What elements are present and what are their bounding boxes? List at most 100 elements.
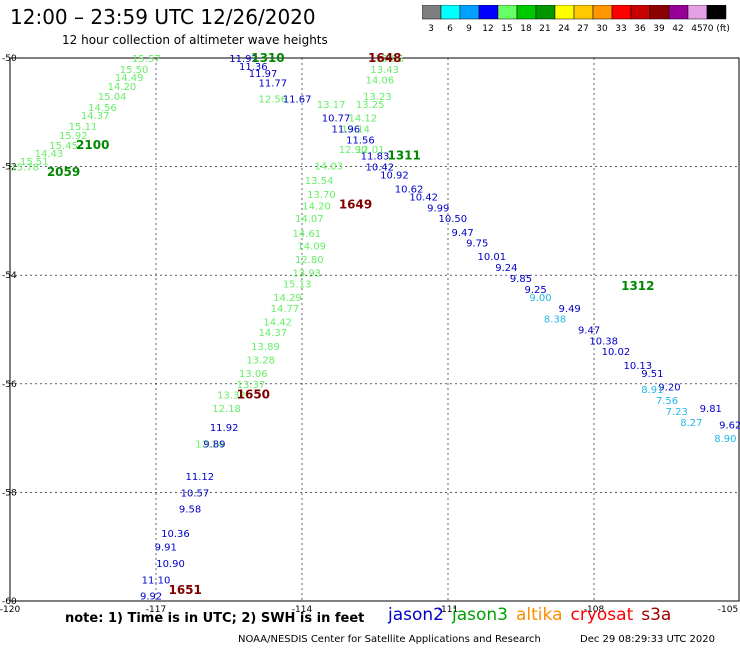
swh-value: 9.85	[510, 274, 532, 285]
swh-value: 9.00	[529, 293, 551, 304]
swh-value: 14.07	[295, 214, 324, 225]
swh-value: 15.78	[10, 163, 39, 174]
swh-value: 13.43	[370, 65, 399, 76]
latitude-label: -60	[2, 597, 17, 607]
swh-value: 9.62	[719, 421, 740, 432]
pass-time-label: 2100	[76, 138, 109, 152]
legend-s3a: s3a	[641, 605, 672, 625]
swh-value: 12.01	[356, 145, 385, 156]
swh-value: 11.77	[258, 78, 287, 89]
green-track-northwest: 15.7815.5114.4315.4515.9215.1114.3714.56…	[10, 54, 160, 174]
swh-value: 15.45	[49, 141, 78, 152]
swh-value: 13.37	[237, 380, 266, 391]
swh-value: 11.92	[210, 423, 239, 434]
latitude-label: -58	[2, 488, 17, 498]
swh-value: 10.90	[156, 559, 185, 570]
swh-value: 9.75	[466, 239, 488, 250]
footer-timestamp: Dec 29 08:29:33 UTC 2020	[580, 634, 715, 645]
swh-value: 10.57	[181, 488, 210, 499]
longitude-label: -117	[146, 605, 166, 615]
swh-value: 13.28	[246, 355, 275, 366]
swh-value: 13.25	[356, 100, 385, 111]
swh-value: 14.37	[81, 111, 110, 122]
longitude-label: -105	[718, 605, 738, 615]
latitude-label: -54	[2, 271, 17, 281]
color-scale-tick: 45	[691, 24, 702, 34]
legend-cryosat: cryosat	[570, 605, 634, 625]
color-scale-tick: 3	[428, 24, 434, 34]
swh-value: 11.97	[249, 69, 278, 80]
swh-value: 10.42	[409, 192, 438, 203]
longitude-label: -114	[292, 605, 313, 615]
legend-jason3: jason3	[452, 605, 508, 625]
pass-time-label: 1651	[168, 583, 201, 597]
swh-value: 14.56	[88, 103, 117, 114]
legend-altika: altika	[516, 605, 563, 625]
color-scale-tick: 18	[520, 24, 532, 34]
swh-value: 9.49	[559, 304, 581, 315]
swh-value: 8.27	[680, 418, 702, 429]
swh-value: 13.89	[251, 342, 280, 353]
color-scale-legend: 3 6 9 12 15 18 21 24 27 30 33 36 39 42 45 70 (ft)	[422, 5, 730, 34]
swh-value: 15.50	[120, 65, 149, 76]
swh-value: 9.58	[179, 505, 201, 516]
swh-value: 11.92	[229, 54, 258, 65]
swh-value: 7.56	[656, 396, 678, 407]
swh-value: 9.91	[155, 543, 177, 554]
color-scale-tick: 6	[447, 24, 453, 34]
footer-credit: NOAA/NESDIS Center for Satellite Applica…	[238, 634, 541, 645]
swh-value: 13.32	[217, 391, 246, 402]
swh-value: 13.93	[293, 268, 322, 279]
longitude-label: -108	[584, 605, 605, 615]
swh-value: 10.36	[161, 529, 190, 540]
color-scale-tick: 15	[501, 24, 512, 34]
swh-value: 11.67	[283, 95, 312, 106]
swh-value: 12.96	[375, 54, 404, 65]
swh-value: 9.25	[524, 285, 546, 296]
swh-value: 10.02	[602, 347, 631, 358]
swh-value: 12.80	[295, 255, 324, 266]
swh-value: 14.42	[263, 317, 292, 328]
satellite-legend: jason2 jason3 altika cryosat s3a	[388, 605, 679, 625]
swh-value: 15.51	[20, 157, 49, 168]
color-scale-tick: 12	[482, 24, 493, 34]
swh-value: 14.61	[293, 229, 322, 240]
pass-time-label: 1312	[621, 279, 654, 293]
swh-value: 11.83	[361, 152, 390, 163]
swh-value: 10.50	[439, 214, 468, 225]
swh-value: 10.13	[623, 361, 652, 372]
map-frame	[9, 57, 740, 602]
swh-value: 10.62	[395, 184, 424, 195]
swh-value: 11.96	[331, 125, 360, 136]
swh-value: 12.90	[339, 145, 368, 156]
blue-track-southwest: 11.92 9.89 11.12 10.57 9.58 10.36 9.91 10.90 11.…	[140, 423, 238, 602]
swh-value: 11.12	[185, 472, 214, 483]
swh-value: 13.17	[317, 100, 346, 111]
color-scale-tick: 21	[539, 24, 550, 34]
swh-value: 14.20	[302, 202, 331, 213]
swh-value: 15.13	[283, 279, 312, 290]
swh-value: 8.38	[544, 315, 566, 326]
swh-value: 9.92	[140, 592, 162, 603]
swh-value: 9.81	[700, 404, 722, 415]
pass-time-label: 1649	[339, 198, 372, 212]
color-scale-tick: 42	[672, 24, 683, 34]
pass-time-label: 1311	[387, 149, 420, 163]
color-scale-tick: 70 (ft)	[702, 24, 730, 34]
longitude-label: -111	[438, 605, 458, 615]
color-scale-tick: 27	[577, 24, 588, 34]
color-scale-tick: 24	[558, 24, 570, 34]
swh-value: 15.11	[69, 122, 98, 133]
swh-value: 14.03	[314, 162, 343, 173]
swh-value: 14.37	[258, 328, 287, 339]
swh-value: 10.77	[322, 114, 351, 125]
latitude-label: -50	[2, 54, 17, 64]
swh-value: 9.89	[203, 440, 225, 451]
swh-value: 14.43	[35, 149, 64, 160]
latitude-label: -52	[2, 163, 17, 173]
page-subtitle: 12 hour collection of altimeter wave hei…	[62, 33, 328, 47]
pass-time-label: 2059	[47, 165, 80, 179]
swh-value: 12.14	[195, 440, 224, 451]
